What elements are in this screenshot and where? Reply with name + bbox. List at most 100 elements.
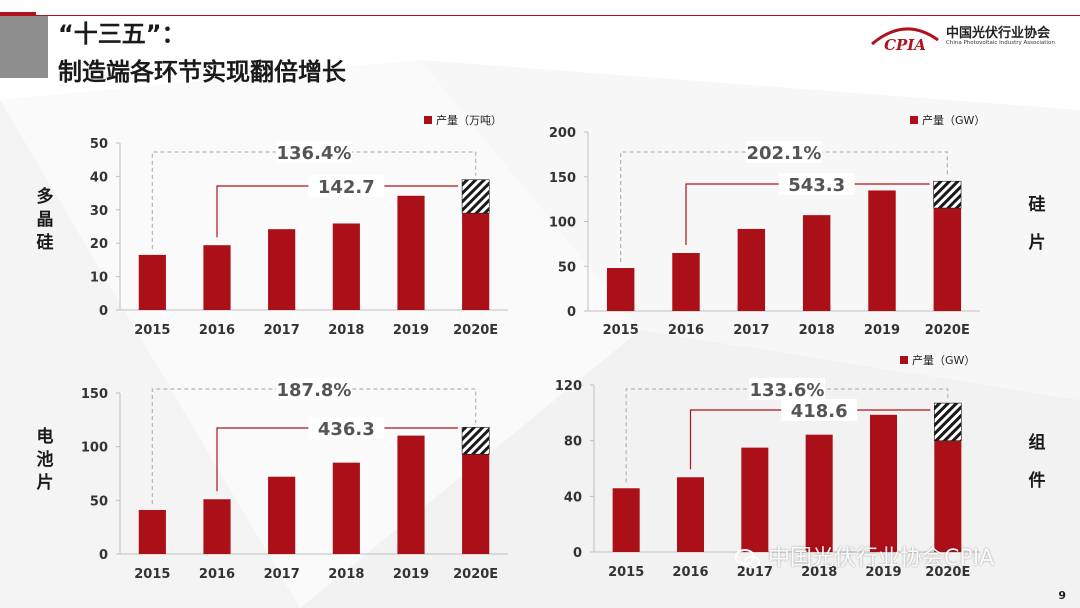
cagr-label-bg [308,417,385,439]
bar [203,499,231,554]
y-tick-label: 150 [549,171,576,186]
page-number: 9 [1058,589,1066,602]
cagr-label-bg [781,399,858,421]
growth-value-label: 142.7 [318,177,375,198]
legend-label: 产量（GW） [922,113,985,127]
bar [397,195,425,310]
y-tick-label: 40 [564,490,582,505]
y-tick-label: 150 [81,387,108,402]
forecast-bar-hatched [933,180,962,209]
bar [933,208,962,311]
x-tick-label: 2018 [328,567,364,582]
growth-value-label: 543.3 [788,175,845,196]
forecast-bar-hatched [461,179,490,214]
bar [606,268,635,311]
x-tick-label: 2018 [801,565,837,580]
title-rule [36,15,1080,16]
chart-3: 0 50 100 150 2015 2016 2017 2018 2019 2020E 187.8%… [81,378,508,582]
x-tick-label: 2019 [393,323,429,338]
label-cell: 电池片 [36,427,54,493]
y-tick-label: 50 [558,260,576,275]
y-tick-label: 30 [90,204,108,219]
bar [138,509,166,554]
growth-label-bg [276,378,352,400]
bar [462,454,490,554]
growth-value-label: 418.6 [791,401,848,422]
chart-4: 0 40 80 120 2015 2016 2017 2018 2019 2020E 133.6%4… [555,353,980,580]
growth-total-label: 136.4% [277,143,352,164]
bar [868,190,896,311]
x-tick-label: 2016 [672,565,708,580]
y-tick-label: 50 [90,137,108,152]
bar [741,447,769,552]
x-tick-label: 2020E [925,323,970,338]
wechat-icon [735,549,760,569]
bar [203,245,231,310]
x-tick-label: 2016 [199,323,235,338]
cpia-logo-icon: CPIA [871,27,939,54]
title-side-block [0,16,48,78]
y-tick-label: 200 [549,126,576,141]
legend-label: 产量（万吨） [436,113,502,127]
chart-2: 0 50 100 150 200 2015 2016 2017 2018 2019 2020E 202… [549,113,986,338]
x-tick-label: 2015 [603,323,639,338]
y-tick-label: 40 [90,170,108,185]
bar [672,253,700,311]
y-tick-label: 100 [549,216,576,231]
y-tick-label: 10 [90,271,108,286]
chart-1: 0 10 20 30 40 50 2015 2016 2017 2018 2019 2020E 136.… [90,113,508,338]
cagr-label-bg [308,175,385,197]
x-tick-label: 2020E [453,567,498,582]
growth-bracket-dashed [151,151,477,249]
bar [332,462,360,554]
watermark-text: 中国光伏行业协会CPIA [768,546,995,571]
label-module: 组件 [1028,433,1046,491]
growth-value-label: 436.3 [318,419,375,440]
label-polysilicon: 多晶硅 [36,187,54,253]
bar [138,254,166,310]
logo-name-en: China Photovoltaic Industry Association [946,40,1055,46]
y-tick-label: 120 [555,379,582,394]
x-tick-label: 2018 [799,323,835,338]
y-tick-label: 0 [573,546,582,561]
x-tick-label: 2020E [925,565,970,580]
y-tick-label: 0 [99,548,108,563]
growth-bracket-dashed [151,388,477,504]
x-tick-label: 2017 [733,323,769,338]
x-tick-label: 2015 [134,567,170,582]
bar [268,476,296,554]
logo-mark-text: CPIA [884,36,926,54]
x-tick-label: 2017 [737,565,773,580]
bar [934,440,962,552]
x-tick-label: 2016 [668,323,704,338]
bar [869,414,898,552]
x-tick-label: 2020E [453,323,498,338]
cagr-label-bg [778,173,855,195]
bar [397,435,425,554]
growth-total-label: 133.6% [750,380,825,401]
x-tick-label: 2019 [864,323,900,338]
legend-swatch [424,116,432,124]
legend-label: 产量（GW） [912,353,975,367]
growth-total-label: 202.1% [747,143,822,164]
growth-total-label: 187.8% [277,380,352,401]
bar [612,488,640,552]
y-tick-label: 50 [90,494,108,509]
page-title-line1: “十三五”： [58,20,186,48]
legend-swatch [910,116,918,124]
growth-label-bg [746,141,822,163]
y-tick-label: 100 [81,441,108,456]
y-tick-label: 0 [567,305,576,320]
bar [268,229,296,310]
legend-swatch [900,356,908,364]
x-tick-label: 2017 [264,323,300,338]
bar [462,213,490,310]
x-tick-label: 2015 [134,323,170,338]
growth-label-bg [749,378,825,400]
forecast-bar-hatched [461,427,490,455]
x-tick-label: 2019 [865,565,901,580]
bar [332,223,360,310]
growth-label-bg [276,141,352,163]
label-wafer: 硅片 [1028,195,1046,253]
